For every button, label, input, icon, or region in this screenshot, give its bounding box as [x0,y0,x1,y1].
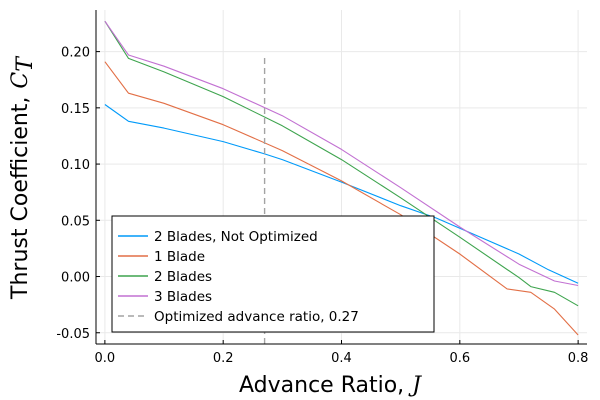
y-axis-label: Thrust Coefficient, CT [8,55,38,300]
x-tick-label: 0.2 [213,351,234,366]
y-tick-label: -0.05 [56,327,90,342]
y-tick-label: 0.10 [61,158,90,173]
x-tick-label: 0.8 [568,351,589,366]
y-axis-label-symbol: C [8,72,33,89]
x-axis-label-symbol: J [408,373,422,398]
series-line-1 [104,104,579,284]
legend-label-3: 2 Blades [154,269,212,285]
y-axis-label-text: Thrust Coefficient, [8,97,33,300]
y-tick-label: 0.00 [61,271,90,286]
x-tick-label: 0.0 [95,351,116,366]
legend-label-2: 1 Blade [154,249,205,265]
y-tick-label: 0.15 [61,102,90,117]
legend-box [111,215,435,333]
x-axis-label-text: Advance Ratio, [239,373,404,398]
series-layer [104,20,579,344]
legend: 2 Blades, Not Optimized 1 Blade 2 Blades 3 … [111,215,435,333]
x-tick-label: 0.6 [449,351,470,366]
legend-label-1: 2 Blades, Not Optimized [154,229,318,245]
series-line-4 [104,20,579,287]
x-axis-label: Advance Ratio, J [239,373,422,398]
x-tick-label: 0.4 [331,351,352,366]
series-line-3 [104,20,579,307]
legend-label-5: Optimized advance ratio, 0.27 [154,309,359,325]
legend-label-4: 3 Blades [154,289,212,305]
y-axis-label-subscript: T [13,55,38,72]
y-tick-label: 0.20 [61,46,90,61]
series-line-2 [104,61,579,336]
y-tick-label: 0.05 [61,214,90,229]
ticks: 0.0 0.2 0.4 0.6 0.8 -0.05 0.00 0.05 0.10 0.15 0.20 [56,46,588,366]
